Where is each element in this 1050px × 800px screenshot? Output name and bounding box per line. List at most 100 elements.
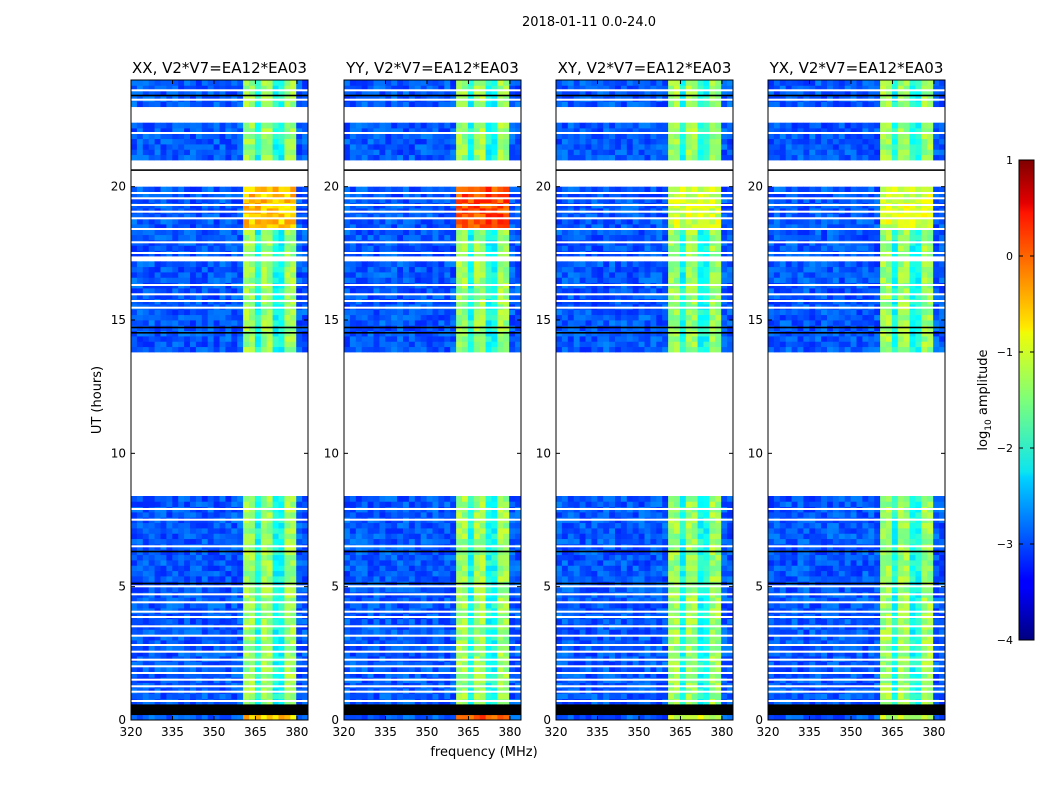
heatmap-cell: [225, 213, 232, 220]
heatmap-cell: [420, 336, 427, 342]
heatmap-cell: [219, 218, 226, 225]
heatmap-cell: [462, 704, 469, 710]
heatmap-cell: [420, 245, 427, 252]
heatmap-cell: [432, 650, 439, 657]
heatmap-cell: [432, 245, 439, 252]
heatmap-cell: [479, 602, 486, 609]
heatmap-cell: [444, 213, 451, 220]
heatmap-cell: [432, 149, 439, 156]
heatmap-cell: [408, 213, 416, 220]
heatmap-cell: [355, 224, 363, 230]
heatmap-cell: [160, 314, 167, 321]
heatmap-cell: [231, 293, 238, 300]
heatmap-cell: [278, 192, 285, 198]
heatmap-cell: [272, 149, 279, 156]
heatmap-cell: [278, 149, 285, 156]
heatmap-cell: [296, 634, 303, 641]
heatmap-cell: [213, 314, 220, 321]
heatmap-cell: [444, 288, 451, 294]
heatmap-cell: [367, 629, 374, 636]
heatmap-cell: [225, 229, 232, 236]
heatmap-cell: [473, 618, 481, 625]
heatmap-cell: [479, 192, 486, 198]
heatmap-cell: [131, 576, 138, 582]
heatmap-cell: [254, 565, 262, 572]
heatmap-cell: [503, 512, 510, 518]
heatmap-cell: [184, 234, 191, 241]
heatmap-cell: [195, 90, 203, 97]
heatmap-cell: [131, 122, 138, 129]
heatmap-cell: [473, 693, 481, 700]
heatmap-cell: [136, 650, 144, 657]
heatmap-cell: [509, 288, 516, 294]
heatmap-cell: [397, 272, 404, 278]
heatmap-cell: [515, 704, 522, 710]
heatmap-cell: [296, 565, 303, 572]
heatmap-cell: [367, 101, 374, 108]
heatmap-cell: [136, 496, 144, 502]
heatmap-cell: [473, 320, 481, 326]
heatmap-cell: [136, 192, 144, 198]
heatmap-cell: [296, 266, 303, 273]
heatmap-cell: [148, 229, 155, 236]
heatmap-cell: [515, 320, 522, 326]
heatmap-cell: [462, 261, 469, 268]
heatmap-cell: [142, 666, 150, 673]
heatmap-cell: [195, 234, 203, 241]
heatmap-cell: [131, 293, 138, 300]
heatmap-cell: [296, 501, 303, 508]
heatmap-cell: [260, 90, 268, 97]
heatmap-cell: [296, 650, 303, 657]
heatmap-cell: [462, 693, 469, 700]
heatmap-cell: [190, 90, 197, 97]
heatmap-cell: [260, 629, 268, 636]
heatmap-cell: [485, 512, 492, 518]
heatmap-cell: [278, 144, 285, 150]
heatmap-cell: [172, 597, 179, 604]
heatmap-cell: [367, 309, 374, 316]
heatmap-cell: [479, 576, 486, 582]
heatmap-cell: [136, 666, 144, 673]
heatmap-cell: [148, 154, 155, 161]
heatmap-cell: [344, 533, 351, 540]
heatmap-cell: [403, 576, 410, 582]
heatmap-cell: [207, 314, 214, 321]
heatmap-cell: [219, 661, 226, 668]
heatmap-cell: [467, 602, 475, 609]
heatmap-cell: [184, 85, 191, 92]
heatmap-cell: [426, 336, 433, 342]
heatmap-cell: [344, 288, 351, 294]
heatmap-cell: [172, 197, 179, 204]
heatmap-cell: [260, 144, 268, 150]
heatmap-cell: [302, 197, 309, 204]
heatmap-cell: [509, 314, 516, 321]
heatmap-cell: [237, 314, 244, 321]
heatmap-cell: [302, 640, 309, 646]
heatmap-cell: [266, 186, 273, 193]
heatmap-cell: [201, 597, 209, 604]
heatmap-cell: [479, 346, 486, 353]
heatmap-cell: [207, 234, 214, 241]
heatmap-cell: [207, 650, 214, 657]
heatmap-cell: [272, 709, 279, 716]
heatmap-cell: [456, 122, 463, 129]
heatmap-cell: [243, 197, 250, 204]
heatmap-cell: [497, 149, 504, 156]
heatmap-cell: [190, 538, 197, 545]
heatmap-cell: [272, 261, 279, 268]
heatmap-cell: [166, 672, 173, 678]
heatmap-cell: [172, 288, 179, 294]
heatmap-cell: [367, 650, 374, 657]
heatmap-cell: [467, 245, 475, 252]
heatmap-cell: [278, 496, 285, 502]
gap-line: [131, 585, 308, 588]
heatmap-cell: [426, 634, 433, 641]
heatmap-cell: [403, 634, 410, 641]
heatmap-cell: [296, 586, 303, 593]
heatmap-cell: [385, 650, 392, 657]
heatmap-cell: [131, 597, 138, 604]
heatmap-cell: [213, 704, 220, 710]
heatmap-cell: [184, 149, 191, 156]
heatmap-cell: [450, 149, 457, 156]
heatmap-cell: [497, 154, 504, 161]
